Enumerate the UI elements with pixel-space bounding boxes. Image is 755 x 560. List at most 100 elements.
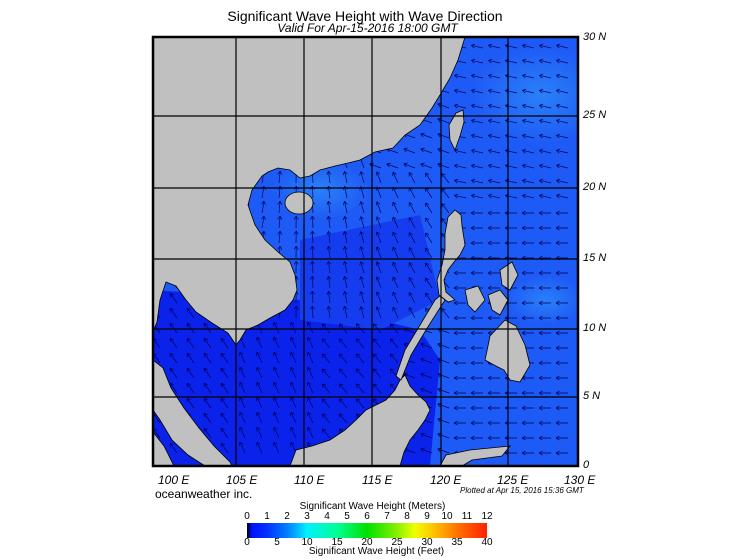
meters-tick: 4 (324, 511, 330, 522)
wave-direction-arrow (203, 337, 212, 349)
wave-direction-arrow (470, 330, 483, 336)
wave-direction-arrow (293, 215, 299, 229)
wave-direction-arrow (342, 306, 348, 319)
feet-tick: 25 (391, 537, 403, 548)
wave-direction-arrow (273, 441, 280, 454)
wave-direction-arrow (375, 171, 382, 184)
wave-direction-arrow (169, 367, 178, 379)
wave-direction-arrow (539, 193, 552, 199)
wave-direction-arrow (186, 352, 195, 364)
wave-direction-arrow (321, 398, 331, 409)
wave-direction-arrow (556, 148, 569, 154)
wave-direction-arrow (425, 277, 433, 289)
wave-direction-arrow (408, 172, 416, 184)
wave-direction-arrow (555, 210, 568, 216)
land-borneo (289, 374, 431, 466)
wave-direction-arrow (522, 73, 535, 79)
wave-direction-arrow (539, 88, 552, 94)
wave-direction-arrow (293, 260, 299, 274)
wave-direction-arrow (521, 210, 534, 216)
wave-direction-arrow (487, 390, 500, 396)
wave-direction-arrow (555, 450, 568, 456)
wave-direction-arrow (555, 375, 568, 381)
wave-direction-arrow (555, 300, 568, 306)
wave-direction-arrow (355, 368, 365, 379)
wave-direction-arrow (290, 366, 297, 379)
wave-direction-arrow (220, 337, 229, 349)
wave-direction-arrow (522, 193, 535, 199)
wave-direction-arrow (220, 352, 229, 364)
wave-direction-arrow (420, 372, 433, 379)
wave-direction-arrow (293, 305, 299, 319)
wave-direction-arrow (555, 225, 568, 231)
ocean-mid-zone (300, 215, 440, 330)
wave-direction-arrow (203, 382, 212, 394)
wave-direction-arrow (239, 426, 246, 439)
wave-direction-arrow (441, 203, 450, 214)
wave-direction-arrow (522, 58, 535, 64)
wave-direction-arrow (420, 132, 433, 139)
meters-tick: 2 (284, 511, 290, 522)
meters-tick: 9 (424, 511, 430, 522)
wave-direction-arrow (359, 306, 365, 319)
wave-direction-arrow (169, 307, 178, 319)
wave-direction-arrow (220, 397, 229, 409)
wave-direction-arrow (538, 285, 551, 291)
wave-direction-arrow (307, 336, 314, 349)
land-visayas (464, 285, 486, 313)
meters-tick: 1 (264, 511, 270, 522)
wave-direction-arrow (454, 193, 467, 199)
wave-direction-arrow (556, 43, 569, 49)
wave-direction-arrow (522, 133, 535, 139)
wave-direction-arrow (425, 247, 433, 259)
lat-label: 0 (583, 459, 590, 471)
wave-direction-arrow (338, 368, 348, 379)
land-luzon (436, 209, 466, 303)
wave-direction-arrow (488, 193, 501, 199)
wave-direction-arrow (321, 353, 331, 364)
meters-tick: 10 (441, 511, 453, 522)
wave-direction-arrow (538, 300, 551, 306)
wave-direction-arrow (471, 58, 484, 64)
wave-direction-arrow (420, 387, 433, 394)
wave-direction-arrow (186, 337, 195, 349)
wave-direction-arrow (420, 357, 433, 364)
wave-direction-arrow (359, 216, 365, 229)
wave-direction-arrow (453, 300, 466, 306)
wave-direction-arrow (310, 215, 315, 229)
wave-direction-arrow (408, 247, 416, 259)
wave-direction-arrow (408, 292, 416, 304)
wave-direction-arrow (290, 426, 297, 439)
wave-direction-arrow (310, 245, 315, 259)
land-visayas (487, 289, 509, 316)
wave-direction-arrow (425, 202, 433, 214)
wave-direction-arrow (470, 375, 483, 381)
wave-direction-arrow (538, 330, 551, 336)
wave-direction-arrow (239, 411, 246, 424)
wave-direction-arrow (239, 381, 246, 394)
meters-tick: 7 (384, 511, 390, 522)
wave-direction-arrow (307, 426, 314, 439)
wave-direction-arrow (539, 163, 552, 169)
wave-direction-arrow (471, 178, 484, 184)
wave-direction-arrow (539, 178, 552, 184)
wave-direction-arrow (488, 73, 501, 79)
wave-direction-arrow (310, 275, 315, 289)
wave-direction-arrow (220, 412, 229, 424)
wave-direction-arrow (538, 360, 551, 366)
wave-direction-arrow (538, 345, 551, 351)
wave-direction-arrow (453, 270, 466, 276)
wave-direction-arrow (453, 390, 466, 396)
wave-direction-arrow (392, 306, 399, 319)
wave-direction-arrow (538, 240, 551, 246)
wave-direction-arrow (538, 210, 551, 216)
wave-direction-arrow (521, 330, 534, 336)
wave-direction-arrow (359, 201, 365, 214)
lat-label: 10 N (583, 322, 607, 334)
wave-direction-arrow (355, 338, 365, 349)
wave-direction-arrow (453, 345, 466, 351)
wave-direction-arrow (555, 270, 568, 276)
wave-direction-arrow (420, 162, 433, 169)
wave-direction-arrow (454, 88, 467, 94)
wave-direction-arrow (408, 277, 416, 289)
